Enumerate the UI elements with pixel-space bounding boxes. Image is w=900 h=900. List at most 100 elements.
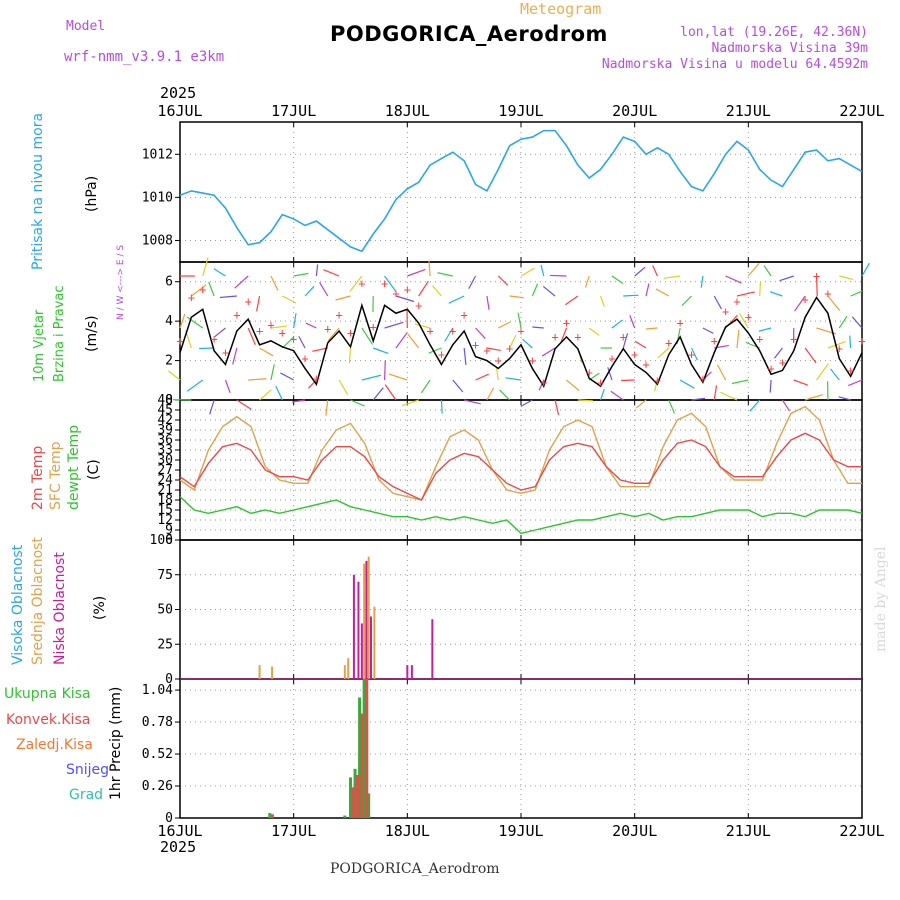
wind-arrow: [452, 379, 464, 393]
y-tick-label: 39: [157, 423, 173, 438]
y-tick-label: 1012: [142, 147, 173, 162]
wind-arrow: [414, 323, 431, 329]
wind-arrow: [517, 312, 522, 329]
wind-arrow: [773, 347, 783, 359]
wind-arrow: [759, 280, 762, 297]
wind-arrow: [645, 283, 650, 297]
wind-arrow: [622, 333, 629, 349]
precip-bar: [353, 768, 357, 818]
wind-arrow: [634, 340, 647, 349]
wind-arrow: [304, 285, 315, 297]
wind-arrow: [259, 347, 274, 357]
wind-arrow: [298, 336, 306, 349]
x-tick-label-bottom: 18JUL: [385, 822, 430, 840]
wind-arrow: [781, 399, 791, 412]
wind-arrow: [335, 295, 351, 301]
precip-bar: [343, 815, 347, 818]
wind-arrow: [428, 260, 431, 277]
wind-gust-mark: +: [722, 304, 729, 318]
wind-gust-mark: +: [699, 371, 706, 385]
cloud-bar: [258, 665, 261, 679]
wind-gust-mark: +: [449, 324, 456, 338]
wind-arrow: [291, 399, 306, 403]
y-tick-label: 25: [157, 637, 173, 652]
wind-arrow: [270, 275, 279, 291]
x-tick-label-bottom: 16JUL: [157, 822, 202, 840]
wind-arrow: [793, 379, 809, 386]
wind-arrow: [325, 399, 329, 416]
temp-2m-line: [179, 432, 862, 501]
wind-gust-mark: +: [813, 269, 820, 283]
wind-arrow: [505, 377, 522, 381]
pressure-line: [179, 129, 863, 253]
wind-arrow: [611, 319, 623, 329]
wind-gust-mark: +: [551, 330, 558, 344]
wind-arrow: [739, 313, 749, 329]
wind-arrow: [804, 347, 817, 364]
wind-arrow: [280, 372, 294, 381]
wind-gust-mark: +: [745, 310, 752, 324]
wind-arrow: [428, 347, 442, 354]
wind-arrow: [236, 399, 252, 410]
y-tick-label: 2: [165, 354, 173, 369]
wind-gust-mark: +: [597, 375, 604, 389]
wind-arrow: [554, 399, 560, 415]
wind-arrow: [763, 265, 772, 277]
precip-bar: [351, 787, 355, 818]
wind-arrow: [444, 327, 454, 342]
x-tick-label-bottom: 17JUL: [271, 822, 316, 840]
y-tick-label: 0.52: [142, 747, 173, 762]
year-bottom: 2025: [160, 838, 197, 856]
wind-arrow: [838, 315, 848, 329]
cloud-bar: [367, 556, 370, 679]
wind-gust-mark: +: [290, 332, 297, 346]
wind-arrow: [499, 389, 511, 401]
wind-gust-mark: +: [313, 371, 320, 385]
precip-bar: [367, 793, 371, 818]
wind-arrow: [611, 275, 624, 284]
wind-gust-mark: +: [210, 332, 217, 346]
wind-arrow: [401, 399, 419, 407]
wind-gust-mark: +: [438, 348, 445, 362]
wind-arrow: [232, 347, 238, 365]
wind-arrow: [186, 379, 204, 392]
wind-arrow: [281, 336, 294, 349]
wind-arrow: [691, 397, 706, 401]
wind-gust-mark: +: [336, 308, 343, 322]
cloud-bar: [271, 666, 274, 679]
cloud-bar: [343, 665, 346, 679]
wind-arrow: [420, 379, 431, 394]
wind-arrow: [509, 334, 517, 349]
wind-arrow: [700, 275, 704, 288]
wind-arrow: [395, 295, 415, 303]
y-tick-label: 24: [157, 473, 173, 488]
wind-arrow: [186, 316, 204, 329]
cloud-bar: [373, 606, 376, 679]
wind-arrow: [520, 267, 535, 277]
wind-arrow: [432, 285, 442, 297]
wind-gust-mark: +: [586, 365, 593, 379]
wind-arrow: [468, 275, 477, 289]
y-tick-label: 36: [157, 433, 173, 448]
wind-arrow: [827, 341, 846, 349]
wind-arrow: [657, 347, 670, 359]
wind-gust-mark: +: [256, 324, 263, 338]
legend-frz-rain: Zaledj.Kisa: [16, 737, 93, 753]
precip-bar: [362, 679, 366, 818]
wind-gust-mark: +: [245, 294, 252, 308]
wind-arrow: [167, 370, 181, 381]
wind-gust-mark: +: [688, 348, 695, 362]
wind-gust-mark: +: [199, 283, 206, 297]
wind-arrow: [540, 264, 545, 277]
x-tick-label-bottom: 22JUL: [839, 822, 884, 840]
wind-arrow: [749, 399, 761, 412]
wind-arrow: [607, 367, 613, 381]
y-tick-label: 0: [165, 393, 173, 408]
wind-arrow: [679, 379, 695, 389]
x-tick-label-top: 19JUL: [498, 102, 543, 120]
model-label: Model: [66, 19, 106, 34]
y-tick-label: 42: [157, 413, 173, 428]
y-tick-label: 50: [157, 603, 173, 618]
x-tick-label-top: 21JUL: [726, 102, 771, 120]
